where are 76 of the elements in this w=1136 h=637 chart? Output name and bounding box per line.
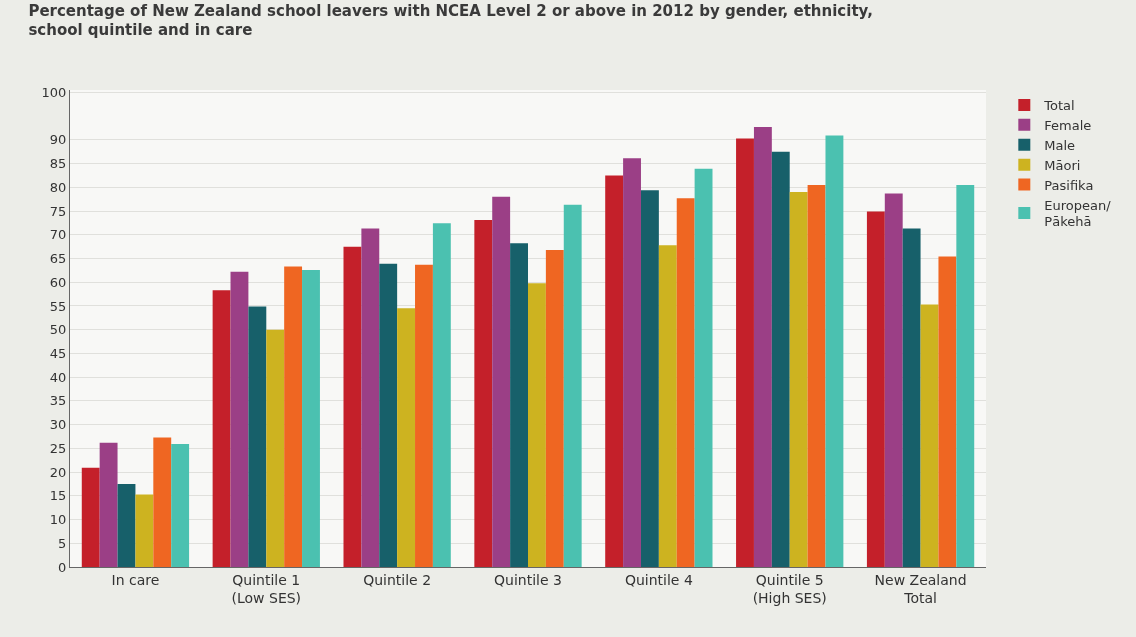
bar (789, 192, 808, 567)
bar (284, 266, 303, 567)
x-tick-label: Quintile 5 (High SES) (752, 571, 827, 606)
bar (884, 193, 903, 567)
x-tick-label: In care (111, 571, 160, 588)
bar (302, 269, 320, 567)
bar (623, 158, 641, 567)
bar (658, 245, 677, 567)
bar (474, 220, 493, 567)
bar (676, 198, 695, 567)
y-tick-label: 70 (49, 227, 67, 243)
legend-label: Female (1044, 117, 1092, 133)
bar (563, 204, 582, 567)
bar (81, 467, 100, 567)
y-tick-label: 75 (49, 203, 67, 219)
legend-label: Total (1043, 98, 1075, 114)
bar (415, 264, 433, 567)
legend-label: European/ Pākehā (1044, 197, 1112, 230)
y-tick-label: 30 (49, 417, 67, 433)
x-tick-label: Quintile 1 (Low SES) (231, 571, 302, 606)
y-tick-label: 60 (49, 274, 67, 290)
bar (135, 494, 154, 567)
bar (938, 256, 957, 567)
bar (492, 196, 511, 567)
bar (771, 151, 790, 567)
bar (902, 228, 921, 567)
bar (510, 243, 528, 567)
bar (753, 127, 772, 567)
bar (361, 228, 380, 567)
bar (605, 175, 624, 567)
chart-title: Percentage of New Zealand school leavers with NCEA Level 2 or above in 2012 by gender, ethnicity, school quintile and in care (28, 1, 873, 40)
bar (99, 442, 118, 567)
y-tick-label: 25 (49, 440, 67, 456)
bar (117, 483, 136, 567)
y-tick-label: 100 (41, 84, 67, 100)
bar (956, 184, 975, 567)
bar (736, 138, 754, 567)
y-tick-label: 40 (49, 369, 67, 385)
y-tick-label: 5 (58, 535, 67, 551)
bar (266, 329, 285, 567)
bar (640, 190, 659, 567)
x-tick-label: Quintile 4 (624, 571, 693, 588)
y-tick-label: 90 (49, 132, 67, 148)
y-tick-label: 0 (58, 559, 67, 575)
x-tick-label: Quintile 2 (363, 571, 432, 588)
bar (248, 306, 267, 567)
legend-label: Pasifika (1044, 177, 1094, 193)
bar (807, 184, 826, 567)
y-tick-label: 80 (49, 179, 67, 195)
bar (212, 290, 231, 567)
x-tick-label: Quintile 3 (494, 571, 562, 588)
y-tick-label: 65 (49, 251, 67, 267)
y-tick-label: 10 (49, 512, 67, 528)
bar (397, 308, 416, 567)
y-tick-label: 15 (49, 488, 67, 504)
bar (153, 437, 172, 567)
y-tick-label: 20 (49, 464, 67, 480)
bar (545, 249, 564, 567)
legend-label: Māori (1044, 157, 1081, 173)
bar (230, 271, 249, 567)
bar (866, 211, 885, 567)
bar (171, 444, 190, 567)
bar (528, 283, 546, 567)
legend-label: Male (1044, 137, 1076, 153)
bar (825, 135, 844, 567)
bar (920, 304, 939, 567)
y-tick-label: 35 (49, 393, 67, 409)
bar (379, 263, 398, 567)
bar (432, 223, 451, 567)
bar (694, 168, 713, 567)
y-tick-label: 50 (49, 322, 67, 338)
y-tick-label: 55 (49, 298, 67, 314)
x-tick-label: New Zealand Total (874, 571, 967, 606)
bar (343, 246, 362, 567)
y-tick-label: 85 (49, 156, 67, 172)
y-tick-label: 45 (49, 345, 67, 361)
